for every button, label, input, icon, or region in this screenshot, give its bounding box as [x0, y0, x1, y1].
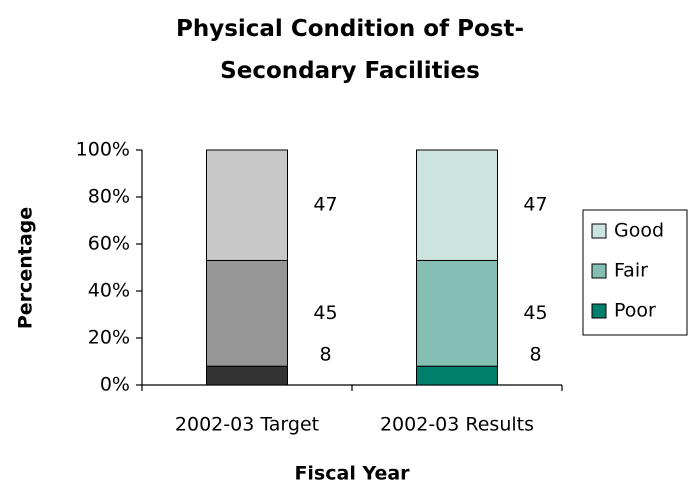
bar-segment	[206, 149, 288, 261]
legend-label: Poor	[614, 300, 656, 322]
y-tick-label: 80%	[88, 186, 130, 208]
data-label: 8	[319, 344, 331, 366]
x-axis-label: Fiscal Year	[294, 463, 410, 485]
bar-segment	[206, 365, 288, 386]
data-label: 45	[523, 302, 547, 324]
legend-label: Fair	[614, 260, 648, 282]
y-axis-label: Percentage	[15, 207, 37, 329]
y-tick-label: 100%	[76, 139, 130, 161]
legend-label: Good	[614, 220, 664, 242]
data-label: 45	[313, 302, 337, 324]
y-tick-label: 40%	[88, 280, 130, 302]
data-label: 47	[313, 194, 337, 216]
x-tick-label: 2002-03 Target	[175, 414, 319, 436]
y-tick-label: 0%	[100, 374, 130, 396]
legend-swatch	[591, 223, 607, 239]
y-tick-label: 20%	[88, 327, 130, 349]
chart-title: Physical Condition of Post-Secondary Fac…	[175, 16, 524, 84]
legend-swatch	[591, 263, 607, 279]
bar-segment	[416, 365, 498, 386]
y-tick-label: 60%	[88, 233, 130, 255]
bar-segment	[416, 149, 498, 261]
data-label: 8	[529, 344, 541, 366]
data-label: 47	[523, 194, 547, 216]
legend-swatch	[591, 303, 607, 319]
x-tick-label: 2002-03 Results	[380, 414, 534, 436]
bar-segment	[416, 259, 498, 367]
bar-segment	[206, 259, 288, 367]
